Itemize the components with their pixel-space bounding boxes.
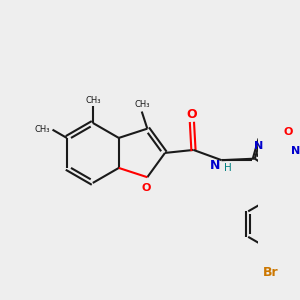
Text: CH₃: CH₃ — [85, 96, 100, 105]
Text: O: O — [142, 183, 151, 193]
Text: CH₃: CH₃ — [134, 100, 149, 109]
Text: N: N — [210, 159, 220, 172]
Text: CH₃: CH₃ — [34, 125, 50, 134]
Text: O: O — [187, 107, 197, 121]
Text: N: N — [254, 141, 264, 152]
Text: Br: Br — [262, 266, 278, 279]
Text: N: N — [291, 146, 300, 156]
Text: O: O — [284, 127, 293, 137]
Text: H: H — [224, 163, 232, 173]
